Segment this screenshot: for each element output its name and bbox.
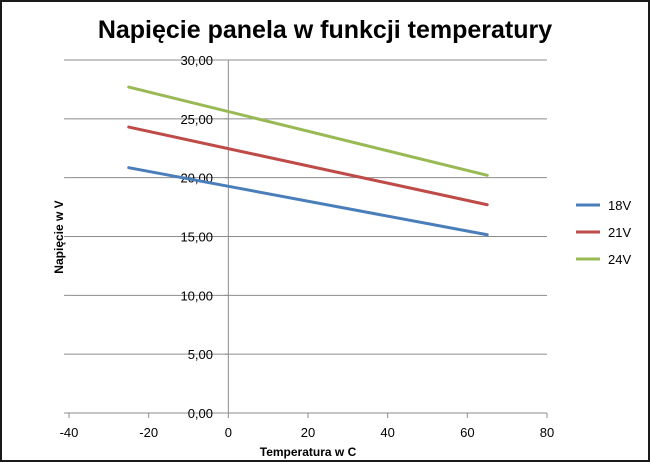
x-axis-title: Temperatura w C — [260, 445, 357, 459]
chart-title: Napięcie panela w funkcji temperatury — [98, 16, 552, 44]
x-tick-label: -20 — [139, 425, 158, 440]
y-axis-title: Napięcie w V — [52, 200, 66, 273]
grid-lines — [69, 59, 547, 355]
x-tick-label: 60 — [460, 425, 474, 440]
y-tick-label: 25,00 — [180, 112, 213, 127]
y-tick-label: 5,00 — [188, 347, 213, 362]
y-tick-label: 30,00 — [180, 53, 213, 68]
x-tick-label: 40 — [380, 425, 394, 440]
y-tick-label: 0,00 — [188, 406, 213, 421]
legend-label: 21V — [608, 225, 631, 240]
y-tick-label: 10,00 — [180, 288, 213, 303]
legend-label: 18V — [608, 198, 631, 213]
x-tick-label: 20 — [301, 425, 315, 440]
legend-label: 24V — [608, 252, 631, 267]
series-line-24V — [127, 85, 489, 177]
x-tick-label: 80 — [540, 425, 554, 440]
legend: 18V 21V 24V — [576, 198, 631, 267]
x-tick-label: -40 — [60, 425, 79, 440]
y-tick-label: 15,00 — [180, 230, 213, 245]
series-line-21V — [127, 125, 489, 207]
axes — [64, 59, 548, 418]
series-line-18V — [127, 166, 489, 237]
series-lines — [127, 85, 489, 237]
x-tick-labels: -40 -20 0 20 40 60 80 — [60, 425, 555, 440]
x-tick-label: 0 — [225, 425, 232, 440]
